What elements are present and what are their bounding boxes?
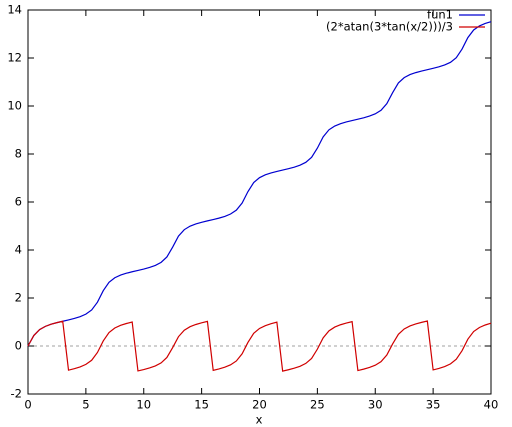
x-tick-label: 10 <box>136 398 151 412</box>
x-tick-label: 40 <box>484 398 499 412</box>
legend-label: (2*atan(3*tan(x/2)))/3 <box>326 20 453 34</box>
legend-label: fun1 <box>427 8 453 22</box>
x-tick-label: 0 <box>24 398 31 412</box>
y-tick-label: 0 <box>15 339 22 353</box>
y-tick-label: 4 <box>15 243 22 257</box>
y-tick-label: 12 <box>7 51 22 65</box>
y-tick-label: 8 <box>15 147 22 161</box>
y-tick-label: -2 <box>11 387 22 401</box>
x-tick-label: 25 <box>310 398 325 412</box>
y-tick-label: 2 <box>15 291 22 305</box>
x-axis-label: x <box>256 413 263 427</box>
x-tick-label: 15 <box>194 398 209 412</box>
y-tick-label: 6 <box>15 195 22 209</box>
series-line <box>27 320 492 372</box>
y-tick-label: 10 <box>7 99 22 113</box>
plot-border <box>27 9 492 395</box>
y-tick-label: 14 <box>7 3 22 17</box>
series-line <box>27 21 492 347</box>
x-tick-label: 5 <box>82 398 89 412</box>
x-tick-label: 20 <box>252 398 267 412</box>
x-tick-label: 30 <box>368 398 383 412</box>
x-tick-label: 35 <box>426 398 441 412</box>
